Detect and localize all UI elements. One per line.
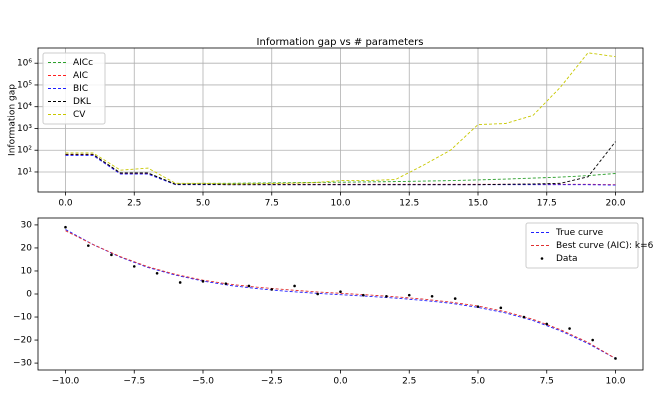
x-tick-label: 0.0 [333,377,348,387]
x-tick-label: −5.0 [192,377,214,387]
data-point [522,315,526,319]
y-tick-label: 10¹ [17,167,32,177]
data-point [132,265,136,268]
data-point [178,281,182,284]
data-point [568,327,571,330]
data-point [339,290,342,293]
x-tick-label: −10.0 [52,377,80,387]
x-tick-label: 20.0 [605,199,625,209]
data-point [407,293,411,297]
y-tick-label: −30 [13,359,32,369]
data-point [270,288,274,291]
data-point [591,338,594,342]
chart-title: Information gap vs # parameters [257,37,424,48]
data-point [476,305,480,308]
y-tick-label: 10² [17,146,32,156]
data-point [247,284,251,288]
x-tick-label: 15.0 [468,199,488,209]
data-point [430,295,434,298]
x-tick-label: 7.5 [265,199,279,209]
plot-frame [37,217,644,371]
data-point [316,292,319,296]
legend-box [42,52,106,125]
data-point [110,253,113,257]
data-point [362,293,365,297]
y-tick-label: −10 [13,313,32,323]
data-point [293,284,296,288]
x-tick-label: 2.5 [127,199,141,209]
x-tick-label: 5.0 [196,199,211,209]
x-tick-label: −7.5 [123,377,145,387]
series-line [65,52,616,185]
data-point [385,295,388,298]
data-point [499,306,503,310]
data-point [614,357,617,360]
x-tick-label: 17.5 [537,199,557,209]
y-tick-label: −20 [13,336,32,346]
legend-label: True curve [555,228,604,238]
x-tick-label: 7.5 [540,377,554,387]
y-tick-label: 10³ [17,124,32,134]
legend-marker [540,257,544,260]
y-tick-label: 10⁶ [17,59,32,69]
legend-label: BIC [73,84,88,94]
y-axis-label: Information gap [8,84,18,156]
x-tick-label: 10.0 [605,377,625,387]
x-tick-label: 12.5 [399,199,419,209]
y-tick-label: 0 [26,290,32,300]
y-tick-label: 10⁴ [17,102,32,112]
legend-label: AIC [73,71,88,81]
legend-label: CV [73,110,86,120]
legend-label: Data [556,254,578,264]
y-tick-label: 20 [21,243,33,253]
x-tick-label: −2.5 [261,377,283,387]
data-point [545,322,549,326]
legend-label: DKL [73,97,91,107]
legend-label: AICc [73,58,93,68]
data-point [453,297,457,300]
y-tick-label: 10 [21,266,33,276]
data-point [87,244,90,247]
data-point [64,225,67,229]
plot-frame [37,47,644,193]
y-tick-label: 10⁵ [17,80,32,90]
x-tick-label: 2.5 [402,377,416,387]
legend-box [525,222,639,269]
x-tick-label: 5.0 [471,377,486,387]
data-point [224,282,228,285]
x-tick-label: 10.0 [330,199,350,209]
legend-label: Best curve (AIC): k=6 [556,241,654,251]
x-tick-label: 0.0 [58,199,73,209]
y-tick-label: 30 [21,220,33,230]
data-point [155,271,159,275]
data-point [201,280,205,283]
series-line [65,141,616,186]
